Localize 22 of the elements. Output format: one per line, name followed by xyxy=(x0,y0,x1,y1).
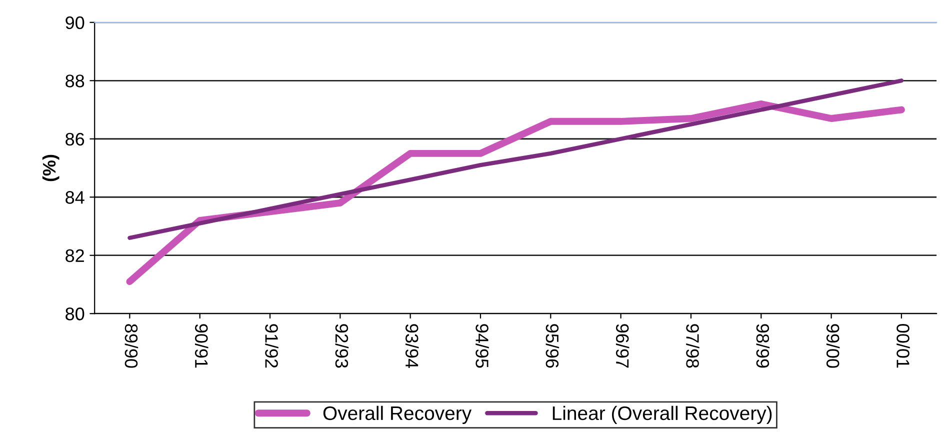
y-tick-label: 82 xyxy=(66,249,84,262)
y-tick-label: 80 xyxy=(66,308,84,320)
x-tick-label: 95/96 xyxy=(546,324,560,368)
legend-label: Linear (Overall Recovery) xyxy=(552,406,772,424)
x-tick-label: 94/95 xyxy=(476,324,489,368)
y-axis-title: (%) xyxy=(42,154,60,182)
y-tick-label: 90 xyxy=(66,16,84,30)
x-tick-label: 91/92 xyxy=(265,324,278,368)
legend-label: Overall Recovery xyxy=(323,406,472,424)
x-tick-label: 90/91 xyxy=(194,324,208,368)
x-tick-label: 89/90 xyxy=(124,324,138,368)
x-tick-label: 97/98 xyxy=(686,324,700,368)
y-tick-label: 88 xyxy=(66,74,84,88)
x-tick-label: 92/93 xyxy=(335,324,349,368)
x-tick-label: 96/97 xyxy=(616,324,630,368)
y-tick-label: 84 xyxy=(66,191,84,204)
line-series xyxy=(128,78,904,240)
y-tick-label: 86 xyxy=(66,132,84,146)
x-tick-label: 93/94 xyxy=(405,324,419,368)
x-tick-label: 00/01 xyxy=(896,324,910,368)
x-tick-label: 99/00 xyxy=(826,324,840,368)
x-tick-label: 98/99 xyxy=(756,324,770,368)
